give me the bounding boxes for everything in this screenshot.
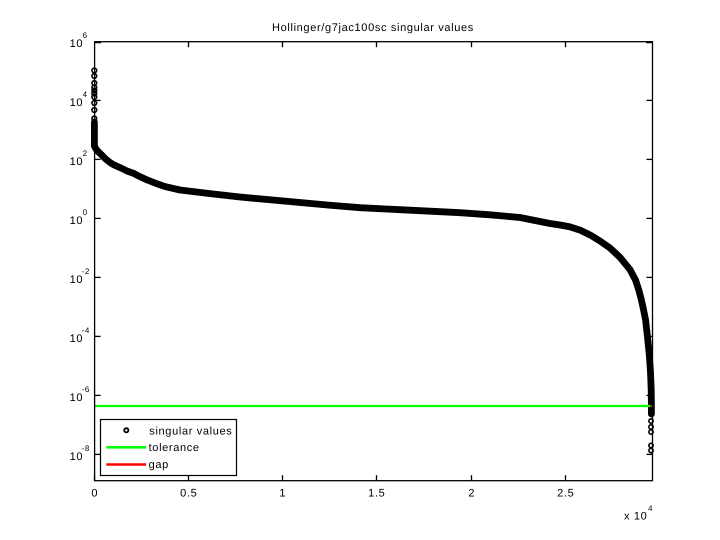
svg-text:2: 2 <box>83 149 88 158</box>
svg-text:-8: -8 <box>82 444 90 453</box>
svg-text:1: 1 <box>279 488 286 500</box>
svg-text:singular values: singular values <box>149 426 232 438</box>
svg-text:x 10: x 10 <box>624 511 647 523</box>
svg-text:-6: -6 <box>82 385 90 394</box>
svg-text:10: 10 <box>70 333 84 345</box>
svg-text:10: 10 <box>70 215 84 227</box>
svg-text:1.5: 1.5 <box>368 488 385 500</box>
svg-text:6: 6 <box>83 31 88 40</box>
svg-text:2.5: 2.5 <box>557 488 574 500</box>
svg-text:gap: gap <box>149 459 169 471</box>
svg-text:10: 10 <box>70 451 84 463</box>
svg-text:0: 0 <box>91 488 98 500</box>
svg-text:10: 10 <box>70 38 84 50</box>
svg-text:10: 10 <box>70 97 84 109</box>
svg-text:-2: -2 <box>82 267 90 276</box>
svg-text:10: 10 <box>70 156 84 168</box>
svg-text:0: 0 <box>83 208 88 217</box>
svg-text:4: 4 <box>83 90 88 99</box>
svg-text:4: 4 <box>648 504 653 513</box>
svg-text:2: 2 <box>468 488 475 500</box>
svg-text:-4: -4 <box>82 326 90 335</box>
svg-text:0.5: 0.5 <box>180 488 197 500</box>
svg-text:10: 10 <box>70 274 84 286</box>
svg-text:tolerance: tolerance <box>149 442 200 454</box>
svg-text:Hollinger/g7jac100sc singular: Hollinger/g7jac100sc singular values <box>272 22 474 34</box>
svg-text:10: 10 <box>70 392 84 404</box>
